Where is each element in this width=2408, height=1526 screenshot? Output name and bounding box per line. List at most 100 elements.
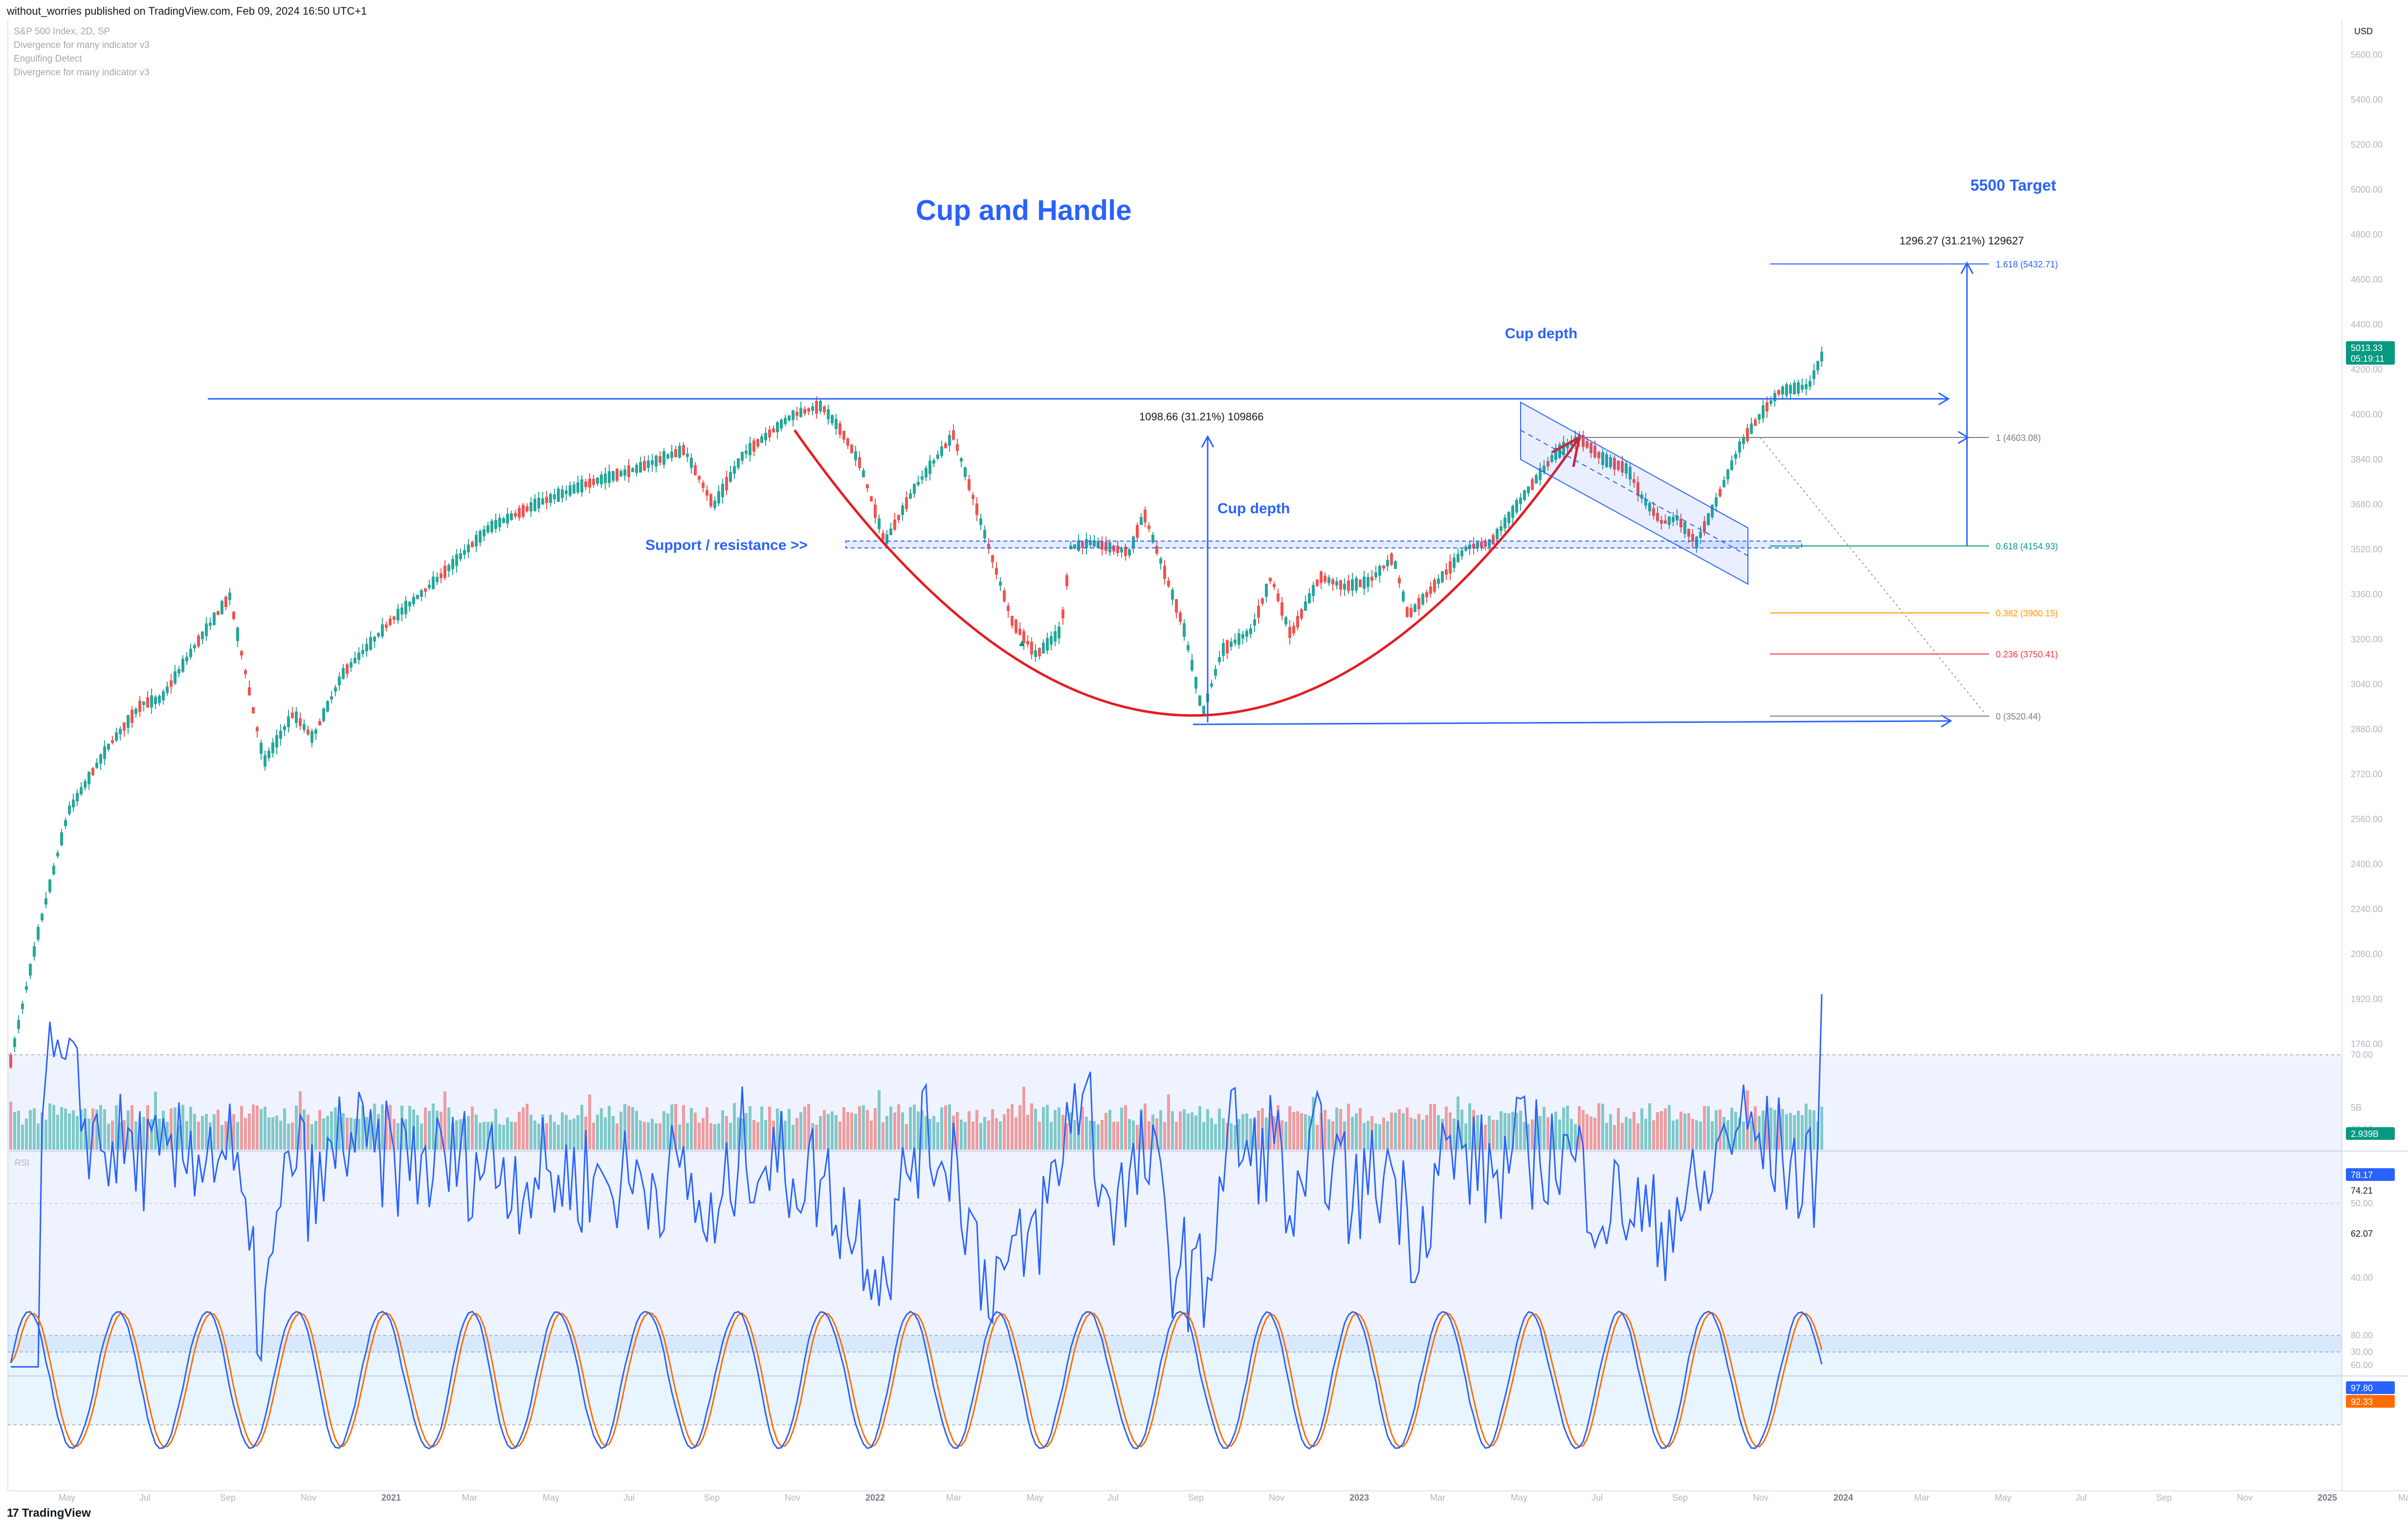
candle-body <box>1030 642 1033 654</box>
volume-bar <box>576 1115 579 1150</box>
volume-bar <box>823 1110 826 1150</box>
target-arrowhead-icon <box>1960 261 1974 274</box>
volume-bar <box>52 1105 55 1150</box>
price-tick-label: 4600.00 <box>2351 275 2383 284</box>
candle-body <box>1288 627 1291 638</box>
volume-bar <box>600 1108 603 1150</box>
rsi-line <box>11 994 1823 1368</box>
candle-body <box>420 590 423 597</box>
handle-channel <box>1520 401 1748 585</box>
candle-body <box>236 627 239 641</box>
candle-body <box>1414 604 1416 612</box>
volume-bar <box>1382 1117 1385 1150</box>
stoch-d-value: 92.33 <box>2351 1397 2373 1407</box>
candle-body <box>1472 544 1475 549</box>
candle-body <box>1523 490 1526 500</box>
candle-body <box>1664 520 1667 524</box>
candle-body <box>1746 428 1749 441</box>
volume-bar <box>604 1117 607 1150</box>
volume-bar <box>193 1113 196 1150</box>
rsi-tick-label: 30.00 <box>2351 1347 2373 1357</box>
volume-bar <box>1449 1112 1452 1150</box>
candle-body <box>721 483 724 498</box>
indicator-label[interactable]: Divergence for many indicator v3 <box>14 40 150 50</box>
volume-bar <box>1128 1119 1131 1150</box>
volume-bar <box>1711 1121 1714 1150</box>
candle-body <box>1198 695 1201 706</box>
candle-body <box>889 528 892 535</box>
candle-body <box>1003 590 1006 602</box>
volume-bar <box>1042 1107 1045 1150</box>
candle-body <box>385 624 388 628</box>
candle-body <box>819 401 822 412</box>
candle-body <box>232 611 235 619</box>
volume-bar <box>1605 1123 1608 1150</box>
candle-body <box>1723 480 1725 487</box>
volume-bar <box>1218 1109 1221 1150</box>
volume-bar <box>1284 1121 1287 1150</box>
volume-bar <box>1484 1124 1487 1150</box>
candle-body <box>1484 541 1487 547</box>
candle-body <box>1042 643 1045 654</box>
candle-body <box>612 471 615 481</box>
candle-body <box>29 964 32 976</box>
candle-body <box>95 763 98 768</box>
candle-body <box>76 793 79 802</box>
indicator-label[interactable]: S&P 500 Index, 2D, SP <box>14 26 110 37</box>
candle-body <box>1500 526 1502 531</box>
candle-body <box>307 729 309 735</box>
volume-bar <box>134 1121 137 1150</box>
candle-body <box>1202 705 1205 716</box>
volume-bar <box>745 1112 748 1150</box>
candle-body <box>1464 546 1467 551</box>
candle-body <box>936 454 939 459</box>
candle-body <box>80 787 83 795</box>
volume-bar <box>1030 1103 1033 1150</box>
candle-body <box>530 502 532 512</box>
candle-body <box>154 697 157 704</box>
candle-body <box>1394 561 1397 569</box>
volume-bar <box>397 1123 399 1150</box>
candle-body <box>1672 517 1675 522</box>
candle-body <box>1812 370 1815 379</box>
candle-body <box>1339 580 1342 590</box>
volume-bar <box>260 1109 263 1150</box>
volume-bar <box>1754 1106 1757 1150</box>
candle-body <box>553 494 556 500</box>
candle-body <box>944 443 947 448</box>
volume-bar <box>1468 1103 1471 1150</box>
publisher-header: without_worries published on TradingView… <box>7 5 367 17</box>
candle-body <box>1249 628 1252 634</box>
rsi-mid-value: 62.07 <box>2351 1229 2373 1239</box>
candle-body <box>1660 520 1663 524</box>
tradingview-logo-icon: 17 <box>7 1506 19 1520</box>
candle-body <box>1034 650 1037 657</box>
volume-bar <box>1296 1111 1299 1150</box>
stoch-k-badge <box>2346 1381 2395 1394</box>
volume-bar <box>885 1115 888 1150</box>
volume-bar <box>1406 1107 1409 1150</box>
candle-body <box>576 482 579 493</box>
volume-bar <box>1116 1121 1119 1150</box>
volume-bar <box>416 1115 419 1150</box>
candle-body <box>999 581 1002 586</box>
volume-bar <box>1562 1107 1565 1150</box>
candle-body <box>1261 598 1264 604</box>
candle-body <box>1026 641 1029 645</box>
volume-bar <box>909 1107 912 1150</box>
volume-bar <box>1011 1104 1014 1150</box>
volume-bar <box>1061 1114 1064 1150</box>
footer-brand[interactable]: 17 TradingView <box>7 1506 91 1520</box>
candle-body <box>694 465 697 476</box>
candle-body <box>1245 631 1248 637</box>
indicator-label[interactable]: Engulfing Detect <box>14 54 82 64</box>
volume-bar <box>1664 1108 1667 1150</box>
volume-bar <box>1015 1117 1017 1150</box>
candle-body <box>565 490 568 494</box>
volume-bar <box>1437 1115 1440 1150</box>
indicator-label[interactable]: Divergence for many indicator v3 <box>14 67 150 78</box>
candle-body <box>1734 454 1737 459</box>
candle-body <box>9 1054 12 1068</box>
candle-body <box>1546 461 1549 467</box>
